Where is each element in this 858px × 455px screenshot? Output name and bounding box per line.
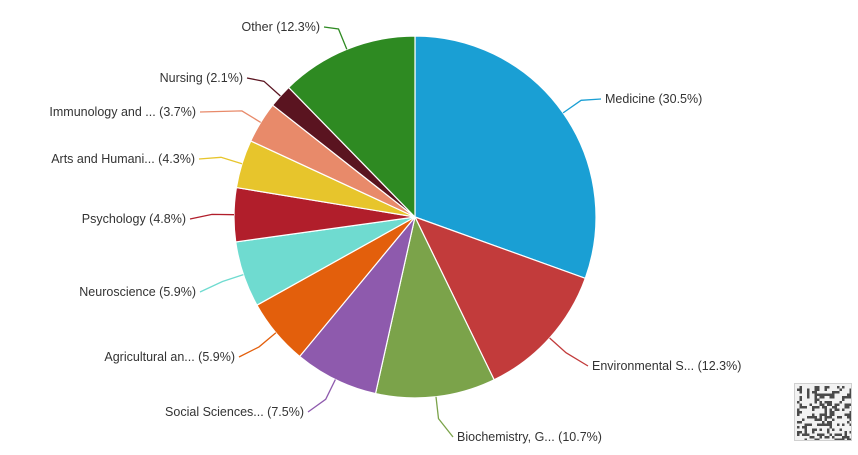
leader-line-4 (238, 332, 277, 358)
leader-line-2 (435, 396, 454, 438)
slice-label-3: Social Sciences... (7.5%) (165, 405, 304, 419)
pie-slice-0[interactable] (414, 35, 597, 280)
leader-line-7 (198, 156, 243, 165)
slices-layer (233, 35, 597, 399)
pie-slice-10[interactable] (287, 35, 416, 219)
slice-label-6: Psychology (4.8%) (82, 212, 186, 226)
slice-label-1: Environmental S... (12.3%) (592, 359, 741, 373)
leader-lines-layer (189, 26, 602, 438)
slice-label-9: Nursing (2.1%) (160, 71, 243, 85)
pie-slice-1[interactable] (413, 215, 587, 381)
leader-line-10 (323, 26, 348, 50)
slice-label-10: Other (12.3%) (241, 20, 320, 34)
labels-layer: Medicine (30.5%) Environmental S... (12.3… (49, 20, 741, 444)
leader-line-1 (549, 337, 589, 367)
leader-line-5 (199, 273, 244, 293)
slice-label-7: Arts and Humani... (4.3%) (51, 152, 195, 166)
slice-label-4: Agricultural an... (5.9%) (104, 350, 235, 364)
leader-line-6 (189, 213, 235, 220)
slice-label-0: Medicine (30.5%) (605, 92, 702, 106)
qr-code-icon (794, 383, 852, 441)
leader-line-8 (199, 110, 262, 123)
leader-line-0 (562, 98, 602, 114)
slice-label-2: Biochemistry, G... (10.7%) (457, 430, 602, 444)
leader-line-3 (307, 379, 336, 413)
leader-line-9 (246, 77, 281, 97)
slice-label-5: Neuroscience (5.9%) (79, 285, 196, 299)
slice-label-8: Immunology and ... (3.7%) (49, 105, 196, 119)
